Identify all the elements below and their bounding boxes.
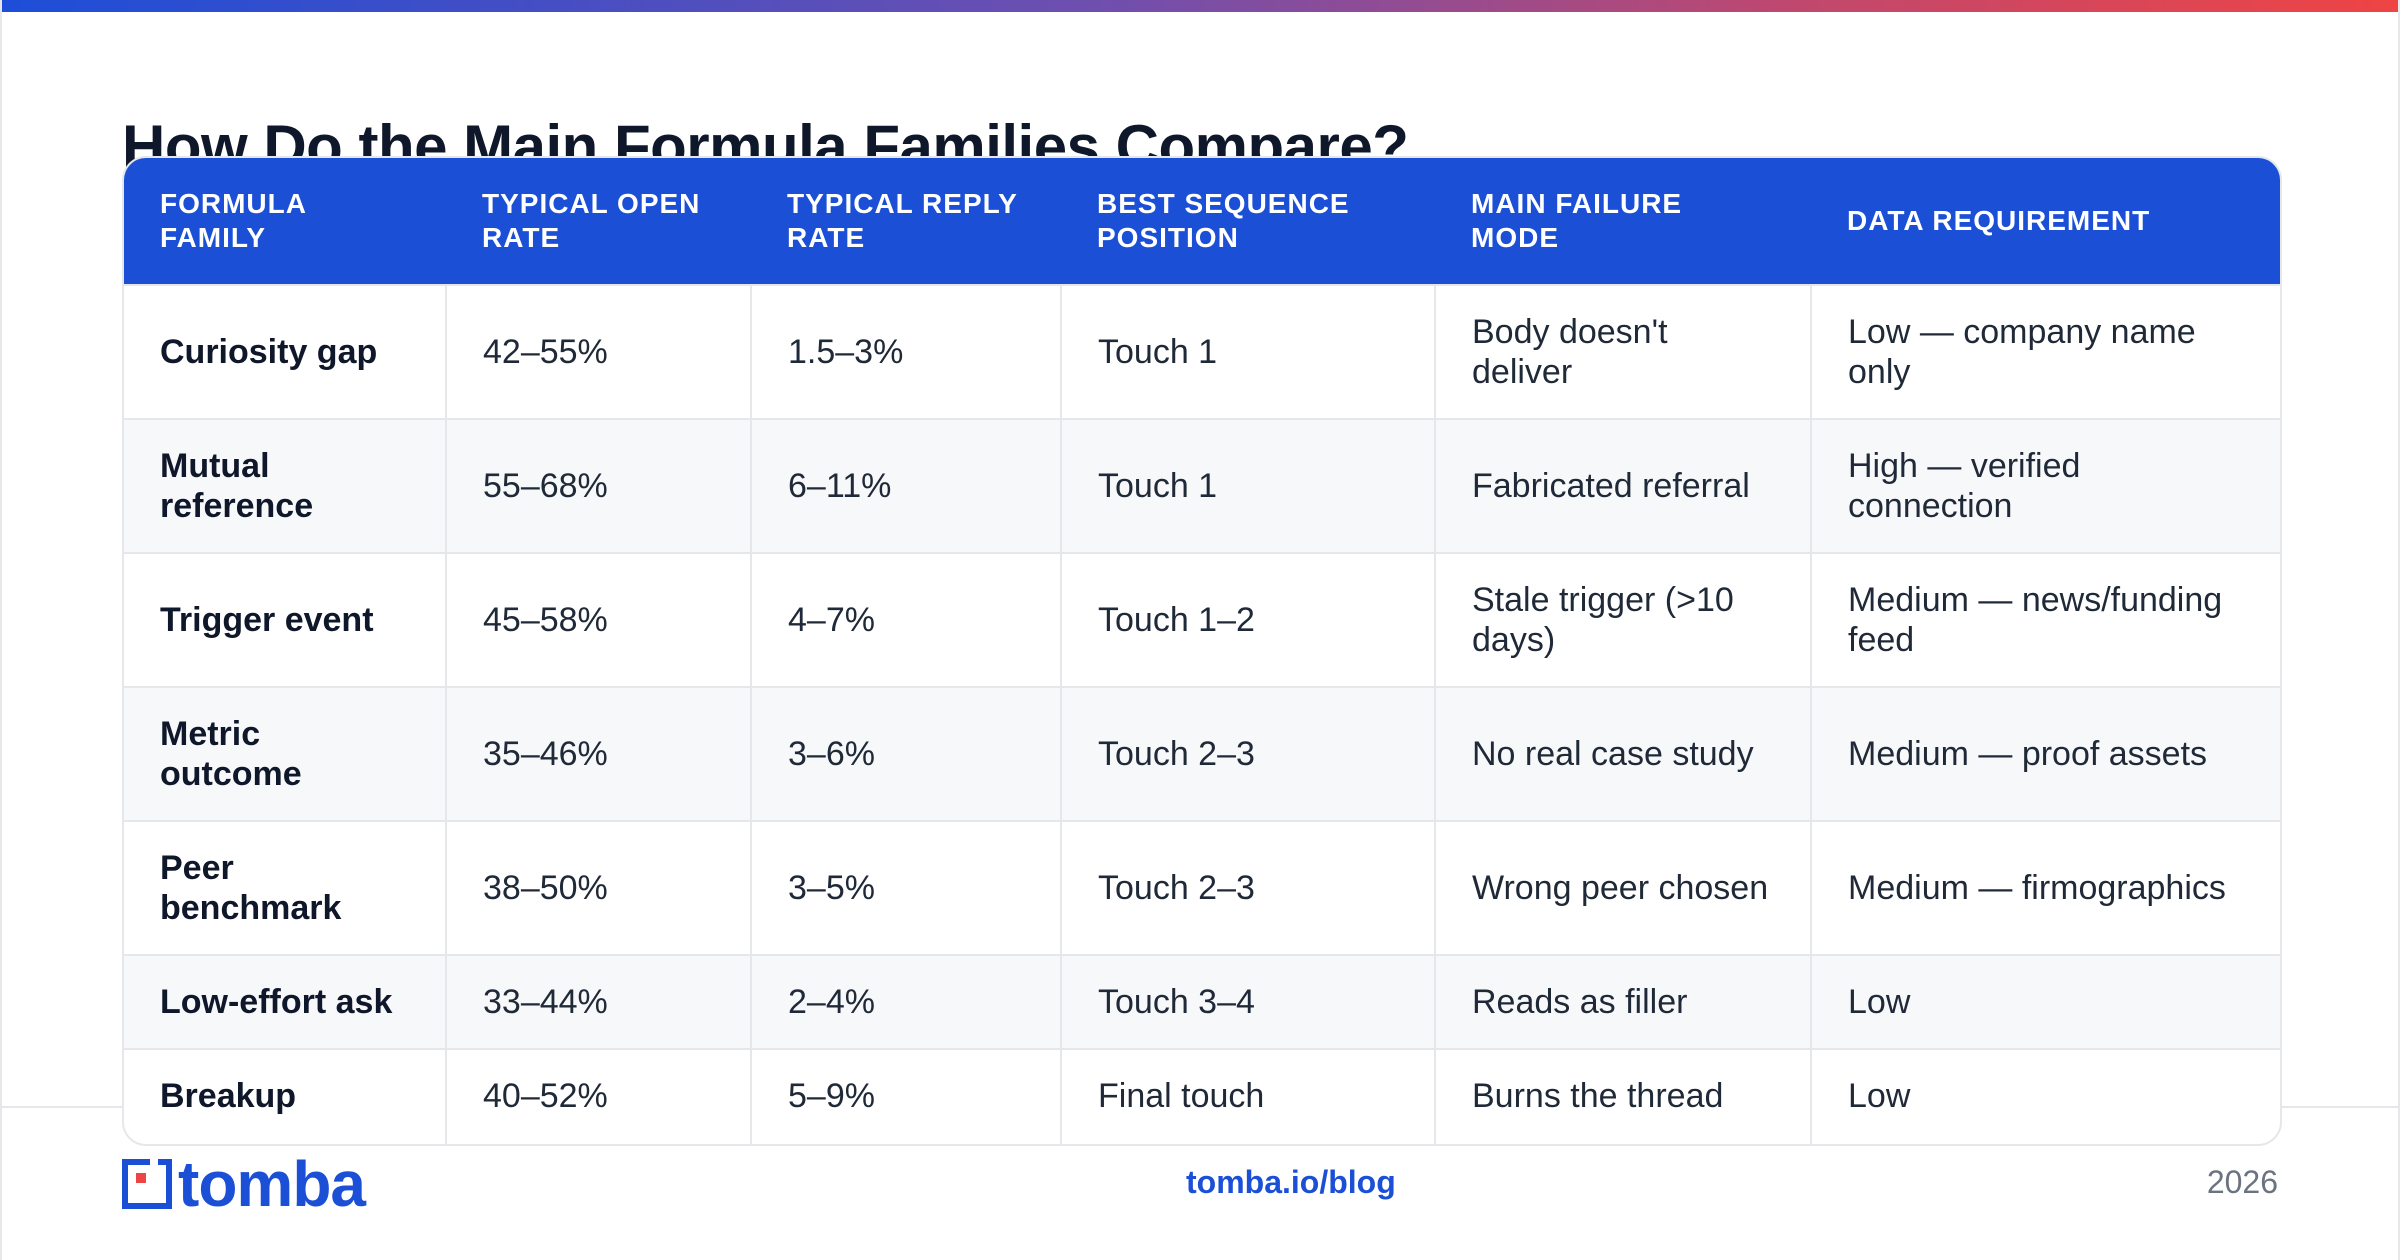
cell-formula-family: Metric outcome [124,686,446,821]
header-data-requirement: DATA REQUIREMENT [1811,158,2280,285]
table-row: Curiosity gap 42–55% 1.5–3% Touch 1 Body… [124,284,2280,419]
cell-open-rate: 45–58% [445,552,751,687]
cell-open-rate: 42–55% [445,284,751,419]
cell-failure-mode: No real case study [1434,686,1811,821]
cell-data-requirement: Medium — firmographics [1810,820,2280,955]
cell-formula-family: Trigger event [124,552,446,687]
cell-formula-family: Low-effort ask [124,954,446,1049]
cell-reply-rate: 3–6% [750,686,1061,821]
cell-sequence-position: Touch 1 [1060,284,1435,419]
table-row: Mutual reference 55–68% 6–11% Touch 1 Fa… [124,418,2280,553]
cell-open-rate: 38–50% [445,820,751,955]
cell-data-requirement: Low [1810,1048,2280,1144]
cell-reply-rate: 3–5% [750,820,1061,955]
cell-reply-rate: 4–7% [750,552,1061,687]
header-typical-open-rate: TYPICAL OPEN RATE [446,158,751,285]
comparison-table: FORMULA FAMILY TYPICAL OPEN RATE TYPICAL… [122,156,2282,1146]
header-best-sequence-position: BEST SEQUENCE POSITION [1061,158,1435,285]
cell-failure-mode: Body doesn't deliver [1434,284,1811,419]
table-row: Trigger event 45–58% 4–7% Touch 1–2 Stal… [124,552,2280,687]
cell-sequence-position: Final touch [1060,1048,1435,1144]
header-typical-reply-rate: TYPICAL REPLY RATE [751,158,1061,285]
blog-link[interactable]: tomba.io/blog [1186,1164,1396,1200]
cell-data-requirement: Low [1810,954,2280,1049]
cell-sequence-position: Touch 1 [1060,418,1435,553]
table-row: Breakup 40–52% 5–9% Final touch Burns th… [124,1048,2280,1144]
cell-reply-rate: 5–9% [750,1048,1061,1144]
footer-year: 2026 [2206,1164,2278,1200]
frame-border-right [2398,0,2400,1260]
table-row: Peer benchmark 38–50% 3–5% Touch 2–3 Wro… [124,820,2280,955]
cell-data-requirement: Medium — proof assets [1810,686,2280,821]
table-header-row: FORMULA FAMILY TYPICAL OPEN RATE TYPICAL… [124,158,2280,285]
cell-open-rate: 55–68% [445,418,751,553]
cell-data-requirement: High — verified connection [1810,418,2280,553]
cell-formula-family: Curiosity gap [124,284,446,419]
cell-failure-mode: Reads as filler [1434,954,1811,1049]
cell-data-requirement: Low — company name only [1810,284,2280,419]
cell-formula-family: Breakup [124,1048,446,1144]
cell-sequence-position: Touch 2–3 [1060,820,1435,955]
cell-formula-family: Peer benchmark [124,820,446,955]
cell-failure-mode: Burns the thread [1434,1048,1811,1144]
cell-open-rate: 35–46% [445,686,751,821]
cell-open-rate: 40–52% [445,1048,751,1144]
logo-wordmark: tomba [178,1148,366,1220]
cell-sequence-position: Touch 3–4 [1060,954,1435,1049]
header-main-failure-mode: MAIN FAILURE MODE [1435,158,1811,285]
cell-sequence-position: Touch 1–2 [1060,552,1435,687]
top-gradient-bar [0,0,2400,12]
cell-reply-rate: 1.5–3% [750,284,1061,419]
cell-data-requirement: Medium — news/funding feed [1810,552,2280,687]
header-formula-family: FORMULA FAMILY [124,158,446,285]
cell-failure-mode: Wrong peer chosen [1434,820,1811,955]
table-row: Metric outcome 35–46% 3–6% Touch 2–3 No … [124,686,2280,821]
tomba-logo-icon [122,1159,172,1209]
cell-failure-mode: Stale trigger (>10 days) [1434,552,1811,687]
cell-failure-mode: Fabricated referral [1434,418,1811,553]
cell-reply-rate: 2–4% [750,954,1061,1049]
cell-reply-rate: 6–11% [750,418,1061,553]
cell-open-rate: 33–44% [445,954,751,1049]
tomba-logo[interactable]: tomba [122,1148,366,1220]
cell-formula-family: Mutual reference [124,418,446,553]
table-row: Low-effort ask 33–44% 2–4% Touch 3–4 Rea… [124,954,2280,1049]
cell-sequence-position: Touch 2–3 [1060,686,1435,821]
frame-border-left [0,0,2,1260]
